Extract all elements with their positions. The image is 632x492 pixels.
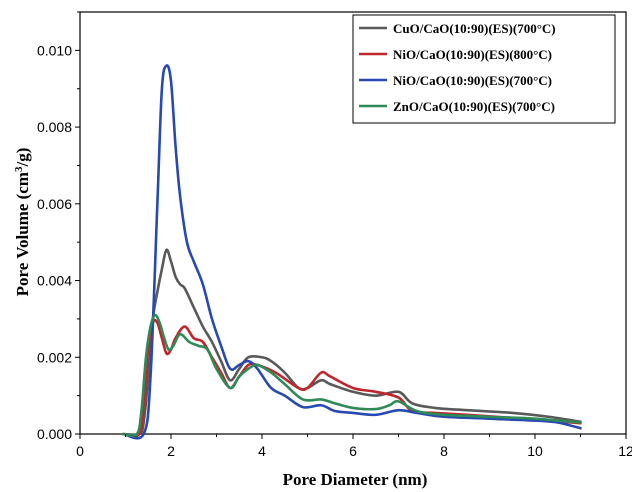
series-layer bbox=[121, 64, 582, 440]
legend-label: CuO/CaO(10:90)(ES)(700°C) bbox=[393, 21, 556, 36]
x-tick-label: 0 bbox=[76, 443, 84, 459]
x-tick-label: 10 bbox=[527, 443, 543, 459]
x-tick-label: 12 bbox=[618, 443, 632, 459]
y-tick-label: 0.004 bbox=[37, 273, 72, 289]
y-tick-label: 0.002 bbox=[37, 349, 72, 365]
y-tick-label: 0.010 bbox=[37, 42, 72, 58]
legend-label: ZnO/CaO(10:90)(ES)(700°C) bbox=[393, 99, 555, 114]
axis-ticks: 0 2 4 6 8 10 12 0.000 0.002 0.004 0.006 0.008 0.010 bbox=[37, 11, 632, 459]
y-axis-title-part: Pore Volume (cm bbox=[13, 172, 32, 296]
legend-label: NiO/CaO(10:90)(ES)(700°C) bbox=[393, 73, 552, 88]
y-axis-title-superscript: 3 bbox=[13, 166, 25, 172]
x-tick-label: 6 bbox=[349, 443, 357, 459]
y-axis-title-part: /g) bbox=[13, 148, 32, 168]
series-line-3 bbox=[121, 64, 582, 440]
x-axis-title: Pore Diameter (nm) bbox=[283, 470, 428, 489]
y-tick-label: 0.000 bbox=[37, 426, 72, 442]
x-tick-label: 4 bbox=[258, 443, 266, 459]
legend-box bbox=[352, 14, 616, 124]
legend: CuO/CaO(10:90)(ES)(700°C) NiO/CaO(10:90)(… bbox=[352, 14, 616, 124]
x-tick-label: 8 bbox=[440, 443, 448, 459]
legend-label: NiO/CaO(10:90)(ES)(800°C) bbox=[393, 47, 552, 62]
series-line-4 bbox=[121, 313, 582, 437]
x-tick-label: 2 bbox=[167, 443, 175, 459]
y-tick-label: 0.006 bbox=[37, 196, 72, 212]
y-axis-title: Pore Volume (cm3/g) bbox=[13, 148, 32, 297]
series-line-1 bbox=[121, 248, 582, 437]
y-tick-label: 0.008 bbox=[37, 119, 72, 135]
